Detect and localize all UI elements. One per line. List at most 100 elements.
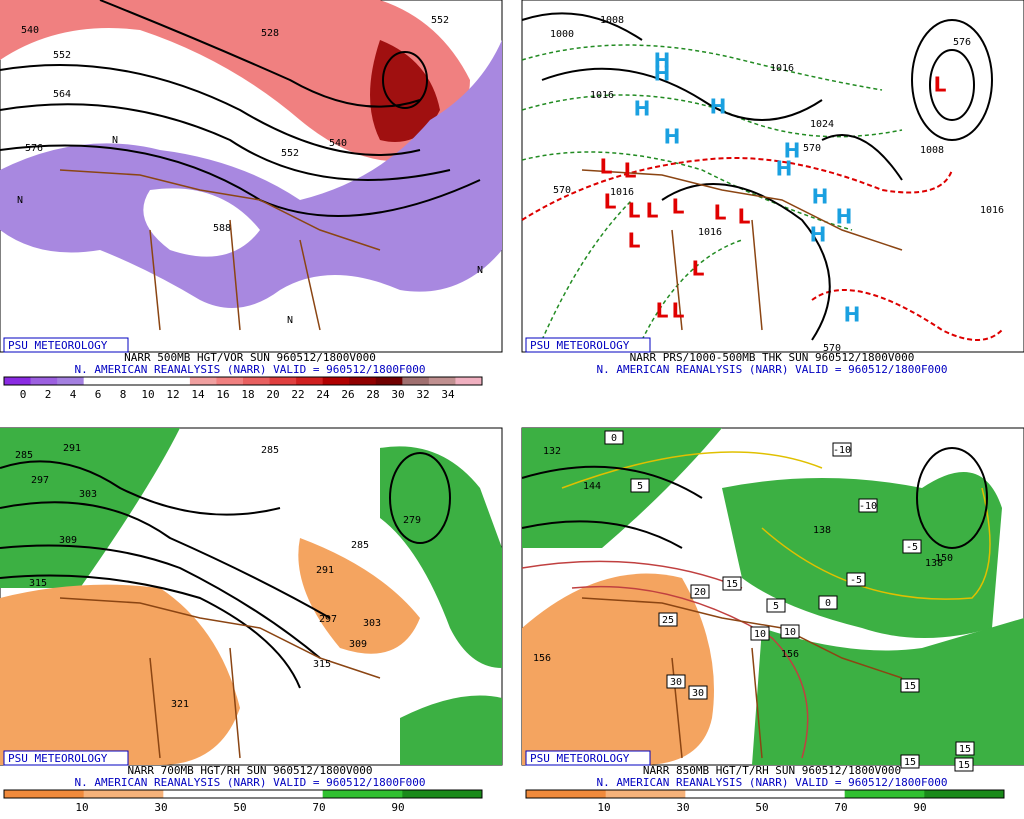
temp-label: 25 xyxy=(662,615,674,626)
temp-box xyxy=(780,624,800,639)
thickness-contour xyxy=(521,44,903,341)
colorbar-swatch xyxy=(526,790,607,798)
source: N. AMERICAN REANALYSIS (NARR) VALID = 96… xyxy=(597,363,948,376)
panel-500mb: 540 528 552 552 564 576 552 540 588 N N N N PSU METEO… xyxy=(0,0,503,401)
contour-label: 285 xyxy=(15,450,33,461)
contour-label: 138 xyxy=(925,558,943,569)
colorbar-frame xyxy=(525,789,1005,799)
contour-label: 1016 xyxy=(610,187,634,198)
colorbar-label: 14 xyxy=(191,388,205,401)
temp-label: 5 xyxy=(773,601,779,612)
contour-label: 321 xyxy=(171,699,189,710)
rh-fill xyxy=(298,538,420,654)
high-label: H xyxy=(664,125,681,149)
contour-label: 570 xyxy=(823,343,841,354)
contour-label: 564 xyxy=(53,89,71,100)
map-frame xyxy=(521,0,1024,353)
colorbar-swatch xyxy=(163,790,244,798)
temp-box xyxy=(690,584,710,599)
contour-label: 303 xyxy=(79,489,97,500)
contour-label: 552 xyxy=(431,15,449,26)
colorbar-swatch xyxy=(844,790,925,798)
temp-box xyxy=(766,598,786,613)
high-label: H xyxy=(784,139,801,163)
colorbar-swatch xyxy=(57,377,85,385)
contour-label: 1016 xyxy=(770,63,794,74)
contour-label: 1016 xyxy=(980,205,1004,216)
colorbar-label: 2 xyxy=(45,388,52,401)
contour-label: 132 xyxy=(543,446,561,457)
vorticity-fill xyxy=(0,40,502,308)
contour-label: N xyxy=(287,315,293,326)
colorbar-swatch xyxy=(402,377,430,385)
high-label: H xyxy=(810,223,827,247)
credit-box xyxy=(3,337,129,353)
high-label: H xyxy=(654,49,671,73)
temp-box xyxy=(658,612,678,627)
colorbar-swatch xyxy=(375,377,403,385)
colorbar-swatch xyxy=(4,790,85,798)
colorbar-swatch xyxy=(216,377,244,385)
colorbar-label: 90 xyxy=(391,801,404,814)
colorbar-label: 4 xyxy=(70,388,77,401)
vorticity-fill xyxy=(0,0,470,162)
rh-fill xyxy=(380,446,502,668)
temp-label: 15 xyxy=(958,760,970,771)
contour-label: 1016 xyxy=(698,227,722,238)
temp-label: 5 xyxy=(637,481,643,492)
colorbar-swatch xyxy=(924,790,1005,798)
map-fill xyxy=(143,188,260,257)
credit: PSU METEOROLOGY xyxy=(8,752,108,765)
temp-label: 0 xyxy=(611,433,617,444)
temp-box xyxy=(688,685,708,700)
panel-700mb: 285 291 297 303 309 315 321 285 279 285 291 297 303 3… xyxy=(0,427,503,814)
colorbar-label: 12 xyxy=(166,388,179,401)
high-label: H xyxy=(634,97,651,121)
temp-label: -10 xyxy=(859,501,877,512)
contour-label: 540 xyxy=(329,138,347,149)
colorbar-swatch xyxy=(322,790,403,798)
low-label: L xyxy=(628,199,641,223)
contour xyxy=(382,51,428,109)
colorbar-swatch xyxy=(269,377,297,385)
contour-label: N xyxy=(17,195,23,206)
colorbar-frame xyxy=(3,789,483,799)
low-label: L xyxy=(934,73,947,97)
contour-label: 150 xyxy=(935,553,953,564)
contour-label: 138 xyxy=(813,525,831,536)
credit-box xyxy=(525,337,651,353)
low-label: L xyxy=(738,205,751,229)
contour xyxy=(389,452,451,544)
isotherm xyxy=(561,451,991,600)
contour-label: 144 xyxy=(583,481,601,492)
rh-fill xyxy=(0,428,180,588)
colorbar-label: 90 xyxy=(913,801,926,814)
colorbar-swatch xyxy=(296,377,324,385)
rh-fill xyxy=(722,472,1002,638)
temp-box xyxy=(955,741,975,756)
colorbar-swatch xyxy=(685,790,766,798)
rh-fill xyxy=(400,695,502,765)
colorbar-swatch xyxy=(455,377,483,385)
high-label: H xyxy=(654,62,671,86)
temp-box xyxy=(750,626,770,641)
colorbar-label: 50 xyxy=(233,801,246,814)
colorbar-swatch xyxy=(428,377,456,385)
contour-label: 1000 xyxy=(550,29,574,40)
temp-box xyxy=(818,595,838,610)
high-label: H xyxy=(812,185,829,209)
credit: PSU METEOROLOGY xyxy=(8,339,108,352)
colorbar-swatch xyxy=(30,377,58,385)
colorbar-label: 70 xyxy=(834,801,847,814)
temp-box xyxy=(846,572,866,587)
contour-label: 1024 xyxy=(810,119,834,130)
colorbar-swatch xyxy=(163,377,191,385)
contour-label: N xyxy=(477,265,483,276)
colorbar-label: 10 xyxy=(141,388,154,401)
credit-box xyxy=(3,750,129,766)
temp-label: 0 xyxy=(825,598,831,609)
contour-label: 156 xyxy=(781,649,799,660)
colorbar-label: 26 xyxy=(341,388,354,401)
